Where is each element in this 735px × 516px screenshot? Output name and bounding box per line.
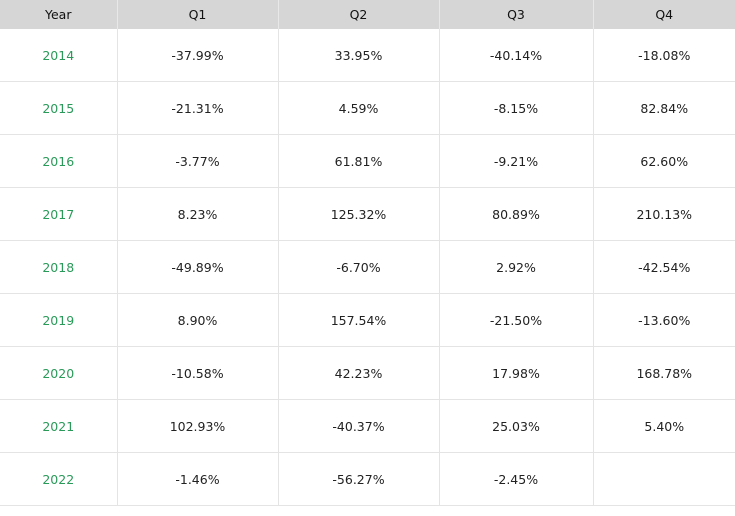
return-cell: -8.15% (438, 81, 593, 135)
header-row: Year Q1 Q2 Q3 Q4 (0, 0, 735, 29)
table-row: 2017 8.23% 125.32% 80.89% 210.13% (0, 187, 735, 241)
table-row: 2014 -37.99% 33.95% -40.14% -18.08% (0, 29, 735, 82)
return-cell: -1.46% (116, 452, 278, 506)
return-cell: 82.84% (592, 81, 735, 135)
return-cell: 157.54% (277, 293, 439, 347)
return-cell: 42.23% (277, 346, 439, 400)
return-cell: -3.77% (116, 134, 278, 188)
table-row: 2015 -21.31% 4.59% -8.15% 82.84% (0, 81, 735, 135)
year-cell: 2014 (0, 29, 117, 82)
year-cell: 2020 (0, 346, 117, 400)
table-row: 2016 -3.77% 61.81% -9.21% 62.60% (0, 134, 735, 188)
return-cell: -40.14% (438, 29, 593, 82)
return-cell: -49.89% (116, 240, 278, 294)
return-cell: 80.89% (438, 187, 593, 241)
column-header: Q2 (277, 0, 439, 29)
return-cell: -18.08% (592, 29, 735, 82)
return-cell: 17.98% (438, 346, 593, 400)
return-cell: 8.90% (116, 293, 278, 347)
year-cell: 2022 (0, 452, 117, 506)
table-row: 2018 -49.89% -6.70% 2.92% -42.54% (0, 240, 735, 294)
return-cell: -2.45% (438, 452, 593, 506)
return-cell: 125.32% (277, 187, 439, 241)
return-cell: 210.13% (592, 187, 735, 241)
return-cell: 5.40% (592, 399, 735, 453)
return-cell: -13.60% (592, 293, 735, 347)
year-cell: 2018 (0, 240, 117, 294)
return-cell: -21.31% (116, 81, 278, 135)
table-row: 2022 -1.46% -56.27% -2.45% (0, 452, 735, 506)
return-cell: 2.92% (438, 240, 593, 294)
return-cell: -40.37% (277, 399, 439, 453)
table-row: 2020 -10.58% 42.23% 17.98% 168.78% (0, 346, 735, 400)
table-row: 2021 102.93% -40.37% 25.03% 5.40% (0, 399, 735, 453)
return-cell: -6.70% (277, 240, 439, 294)
return-cell: 62.60% (592, 134, 735, 188)
return-cell: -56.27% (277, 452, 439, 506)
column-header: Q1 (116, 0, 278, 29)
return-cell: 8.23% (116, 187, 278, 241)
return-cell: 168.78% (592, 346, 735, 400)
return-cell: -21.50% (438, 293, 593, 347)
column-header: Year (0, 0, 117, 29)
table-body: 2014 -37.99% 33.95% -40.14% -18.08% 2015 -21.3… (0, 29, 735, 506)
return-cell: 33.95% (277, 29, 439, 82)
year-cell: 2019 (0, 293, 117, 347)
year-cell: 2016 (0, 134, 117, 188)
year-cell: 2021 (0, 399, 117, 453)
return-cell: -10.58% (116, 346, 278, 400)
return-cell: 25.03% (438, 399, 593, 453)
return-cell: 4.59% (277, 81, 439, 135)
column-header: Q4 (592, 0, 735, 29)
return-cell: 102.93% (116, 399, 278, 453)
table-header: Year Q1 Q2 Q3 Q4 (0, 0, 735, 29)
table-row: 2019 8.90% 157.54% -21.50% -13.60% (0, 293, 735, 347)
year-cell: 2015 (0, 81, 117, 135)
return-cell: 61.81% (277, 134, 439, 188)
return-cell: -9.21% (438, 134, 593, 188)
empty-cell (592, 452, 735, 506)
column-header: Q3 (438, 0, 593, 29)
return-cell: -37.99% (116, 29, 278, 82)
year-cell: 2017 (0, 187, 117, 241)
return-cell: -42.54% (592, 240, 735, 294)
